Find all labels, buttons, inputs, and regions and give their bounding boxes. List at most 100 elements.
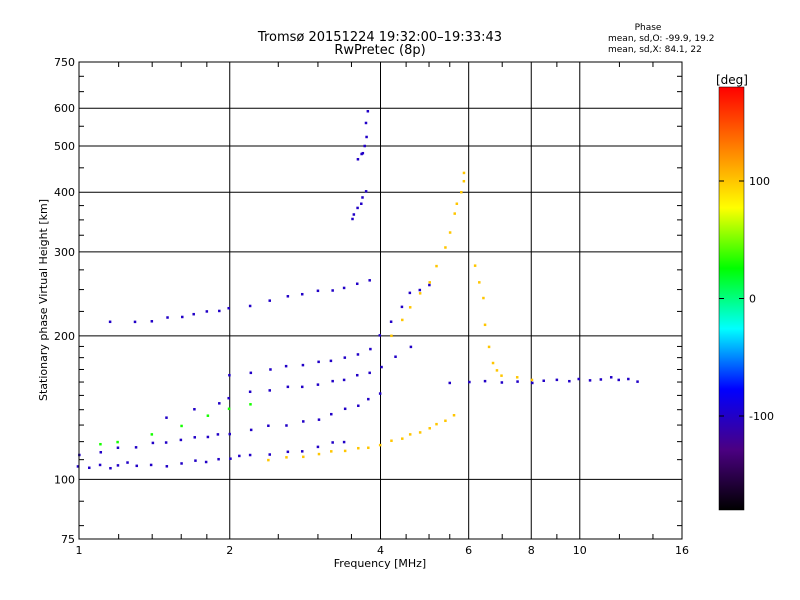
colorbar-tick-label: 100 xyxy=(749,175,770,188)
y-tick-label: 75 xyxy=(61,533,75,546)
data-point xyxy=(448,231,452,234)
data-point xyxy=(98,463,102,467)
data-point xyxy=(181,315,184,319)
data-point xyxy=(227,306,230,310)
data-point xyxy=(205,310,209,313)
data-point xyxy=(317,360,320,364)
data-point xyxy=(408,291,412,295)
data-point xyxy=(343,449,347,453)
data-point xyxy=(88,466,91,470)
data-point xyxy=(351,217,354,221)
data-point xyxy=(516,380,519,383)
data-point xyxy=(360,202,363,205)
data-point xyxy=(330,412,333,416)
stats-o: mean, sd,O: -99.9, 19.2 xyxy=(608,34,714,44)
data-point xyxy=(116,464,120,467)
data-point xyxy=(408,433,412,436)
data-point xyxy=(301,363,305,367)
data-point xyxy=(483,379,487,383)
data-point xyxy=(180,424,183,428)
data-point xyxy=(448,381,452,385)
data-points xyxy=(76,110,639,470)
data-point xyxy=(249,403,252,406)
data-point xyxy=(268,453,272,456)
data-point xyxy=(267,458,270,462)
data-point xyxy=(228,432,231,436)
data-point xyxy=(609,376,613,379)
data-point xyxy=(331,441,334,444)
data-point xyxy=(364,121,368,125)
data-point xyxy=(409,345,413,349)
data-point xyxy=(116,446,120,450)
data-point xyxy=(468,380,471,384)
y-tick-label: 750 xyxy=(54,56,75,69)
data-point xyxy=(367,446,370,450)
y-tick-label: 500 xyxy=(54,140,75,153)
data-point xyxy=(568,379,571,383)
data-point xyxy=(135,464,139,468)
data-point xyxy=(599,378,603,381)
grid-lines xyxy=(78,61,683,540)
data-point xyxy=(365,135,368,139)
data-point xyxy=(462,171,466,175)
data-point xyxy=(248,304,252,308)
stats-heading: Phase xyxy=(635,23,662,33)
data-point xyxy=(356,158,360,161)
data-point xyxy=(151,441,155,445)
data-point xyxy=(478,281,481,284)
data-point xyxy=(316,289,320,293)
data-point xyxy=(368,279,371,282)
data-point xyxy=(530,378,534,382)
data-point xyxy=(193,408,196,411)
data-point xyxy=(342,440,346,444)
data-point xyxy=(150,433,154,436)
data-point xyxy=(269,368,272,371)
data-point xyxy=(149,463,153,467)
data-point xyxy=(355,373,359,377)
data-point xyxy=(452,414,456,417)
data-point xyxy=(268,389,272,392)
data-point xyxy=(284,364,288,368)
data-point xyxy=(428,427,431,430)
data-point xyxy=(462,179,466,183)
chart-title: Tromsø 20151224 19:32:00–19:33:43 xyxy=(257,30,502,45)
data-point xyxy=(218,402,221,405)
data-point xyxy=(389,320,393,323)
data-point xyxy=(267,424,270,428)
data-point xyxy=(331,289,334,292)
data-point xyxy=(194,459,197,462)
data-point xyxy=(227,407,231,411)
data-point xyxy=(317,418,321,421)
x-tick-label: 1 xyxy=(76,544,83,557)
data-point xyxy=(302,455,305,459)
data-point xyxy=(378,392,382,395)
data-point xyxy=(390,439,393,442)
data-point xyxy=(108,320,112,324)
data-point xyxy=(166,316,169,319)
data-point xyxy=(400,305,404,309)
data-point xyxy=(515,376,519,379)
colorbar-tick-label: 0 xyxy=(749,293,756,306)
x-axis-label: Frequency [MHz] xyxy=(334,557,426,570)
data-point xyxy=(356,353,360,356)
data-point xyxy=(483,323,487,327)
data-point xyxy=(418,292,422,295)
data-point xyxy=(473,264,477,267)
data-point xyxy=(317,452,321,456)
data-point xyxy=(428,283,431,287)
data-point xyxy=(192,312,195,316)
y-tick-label: 100 xyxy=(54,473,75,486)
data-point xyxy=(150,320,154,323)
data-point xyxy=(76,465,80,468)
data-point xyxy=(368,371,371,375)
data-point xyxy=(193,436,197,439)
data-point xyxy=(218,309,221,313)
y-axis-label: Stationary phase Virtual Height [km] xyxy=(37,199,50,401)
data-point xyxy=(285,456,288,459)
data-point xyxy=(577,377,580,381)
data-point xyxy=(134,446,138,449)
data-point xyxy=(331,379,334,383)
data-point xyxy=(164,441,168,444)
data-point xyxy=(165,416,168,419)
x-tick-label: 6 xyxy=(465,544,472,557)
